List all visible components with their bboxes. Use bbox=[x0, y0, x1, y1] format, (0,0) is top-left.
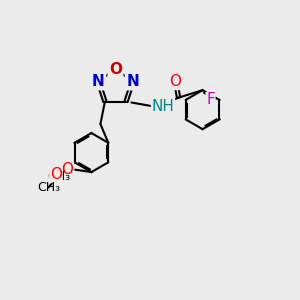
Text: O: O bbox=[50, 167, 62, 182]
Text: F: F bbox=[206, 92, 215, 107]
Text: N: N bbox=[126, 74, 139, 89]
Text: CH₃: CH₃ bbox=[47, 170, 70, 183]
Text: O: O bbox=[61, 162, 74, 177]
Text: N: N bbox=[92, 74, 105, 89]
Text: NH: NH bbox=[152, 99, 175, 114]
Text: O: O bbox=[109, 61, 122, 76]
Text: O: O bbox=[169, 74, 181, 89]
Text: CH₃: CH₃ bbox=[37, 181, 60, 194]
